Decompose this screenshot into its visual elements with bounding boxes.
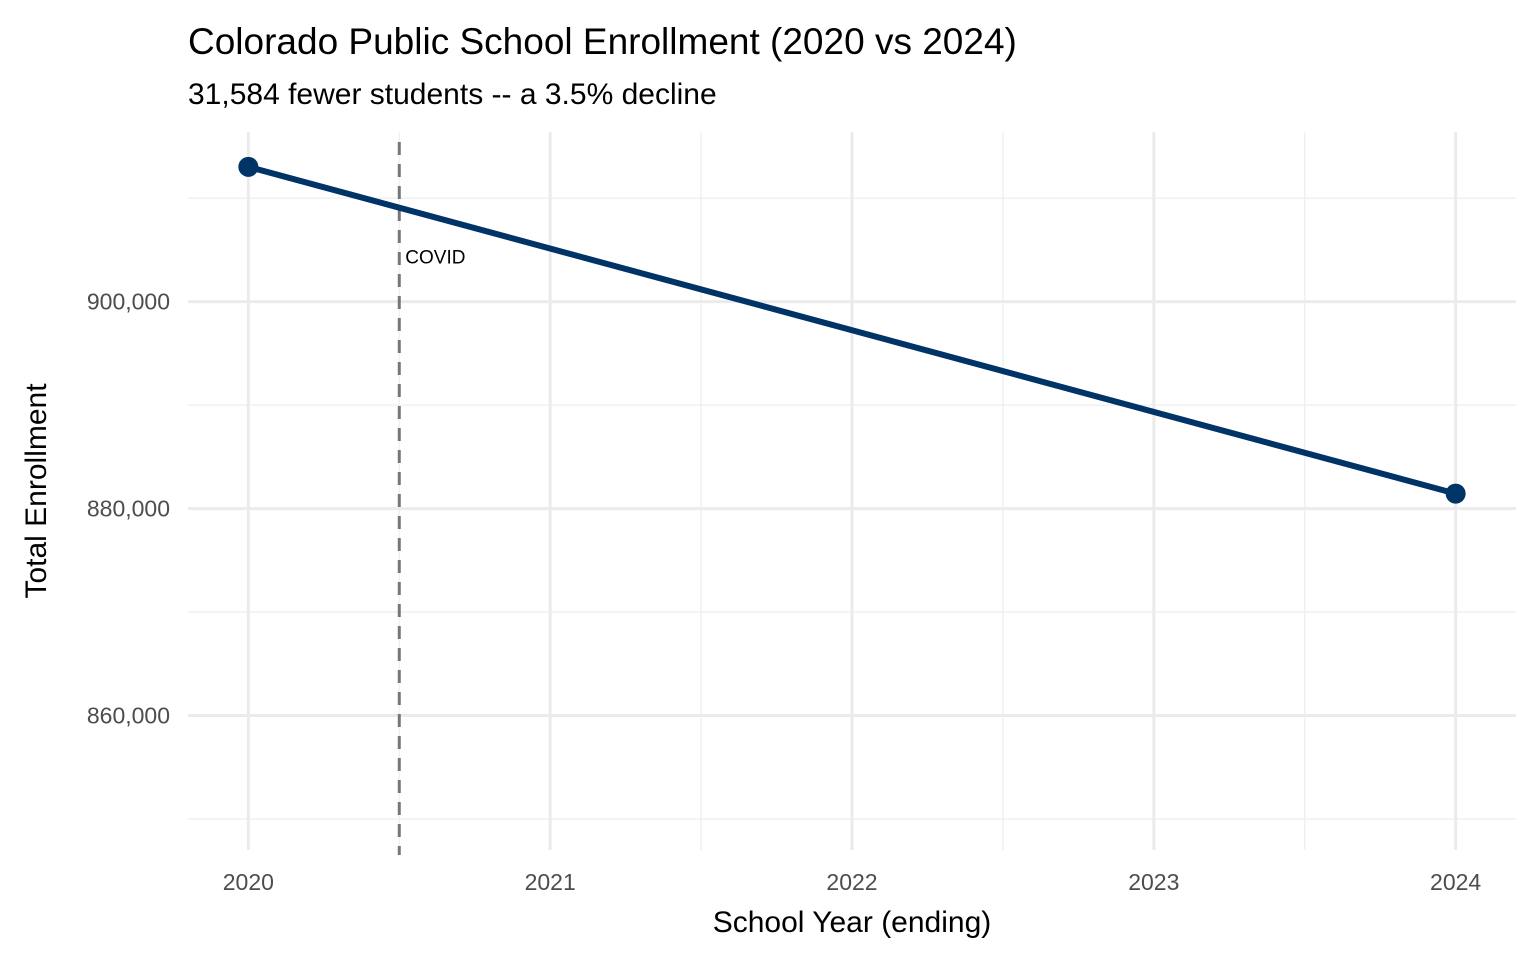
data-point-2020 [238, 156, 259, 177]
x-tick-label: 2024 [1430, 869, 1481, 895]
x-tick-label: 2020 [223, 869, 274, 895]
chart-title: Colorado Public School Enrollment (2020 … [188, 21, 1017, 62]
covid-label: COVID [405, 247, 465, 268]
data-point-2024 [1445, 483, 1466, 504]
y-tick-label: 900,000 [87, 289, 170, 315]
series-layer [238, 156, 1466, 504]
y-tick-label: 860,000 [87, 703, 170, 729]
x-axis-label: School Year (ending) [713, 906, 992, 939]
y-axis-label: Total Enrollment [20, 383, 53, 599]
axes-labels: 860,000 880,000 900,000 2020 2021 2022 2023 202… [87, 289, 1482, 895]
chart-subtitle: 31,584 fewer students -- a 3.5% decline [188, 78, 717, 111]
x-tick-label: 2021 [525, 869, 576, 895]
covid-annotation: COVID [397, 142, 465, 855]
gridlines [188, 132, 1516, 850]
y-tick-label: 880,000 [87, 496, 170, 522]
x-tick-label: 2022 [826, 869, 877, 895]
x-tick-label: 2023 [1128, 869, 1179, 895]
enrollment-line [247, 163, 1457, 497]
